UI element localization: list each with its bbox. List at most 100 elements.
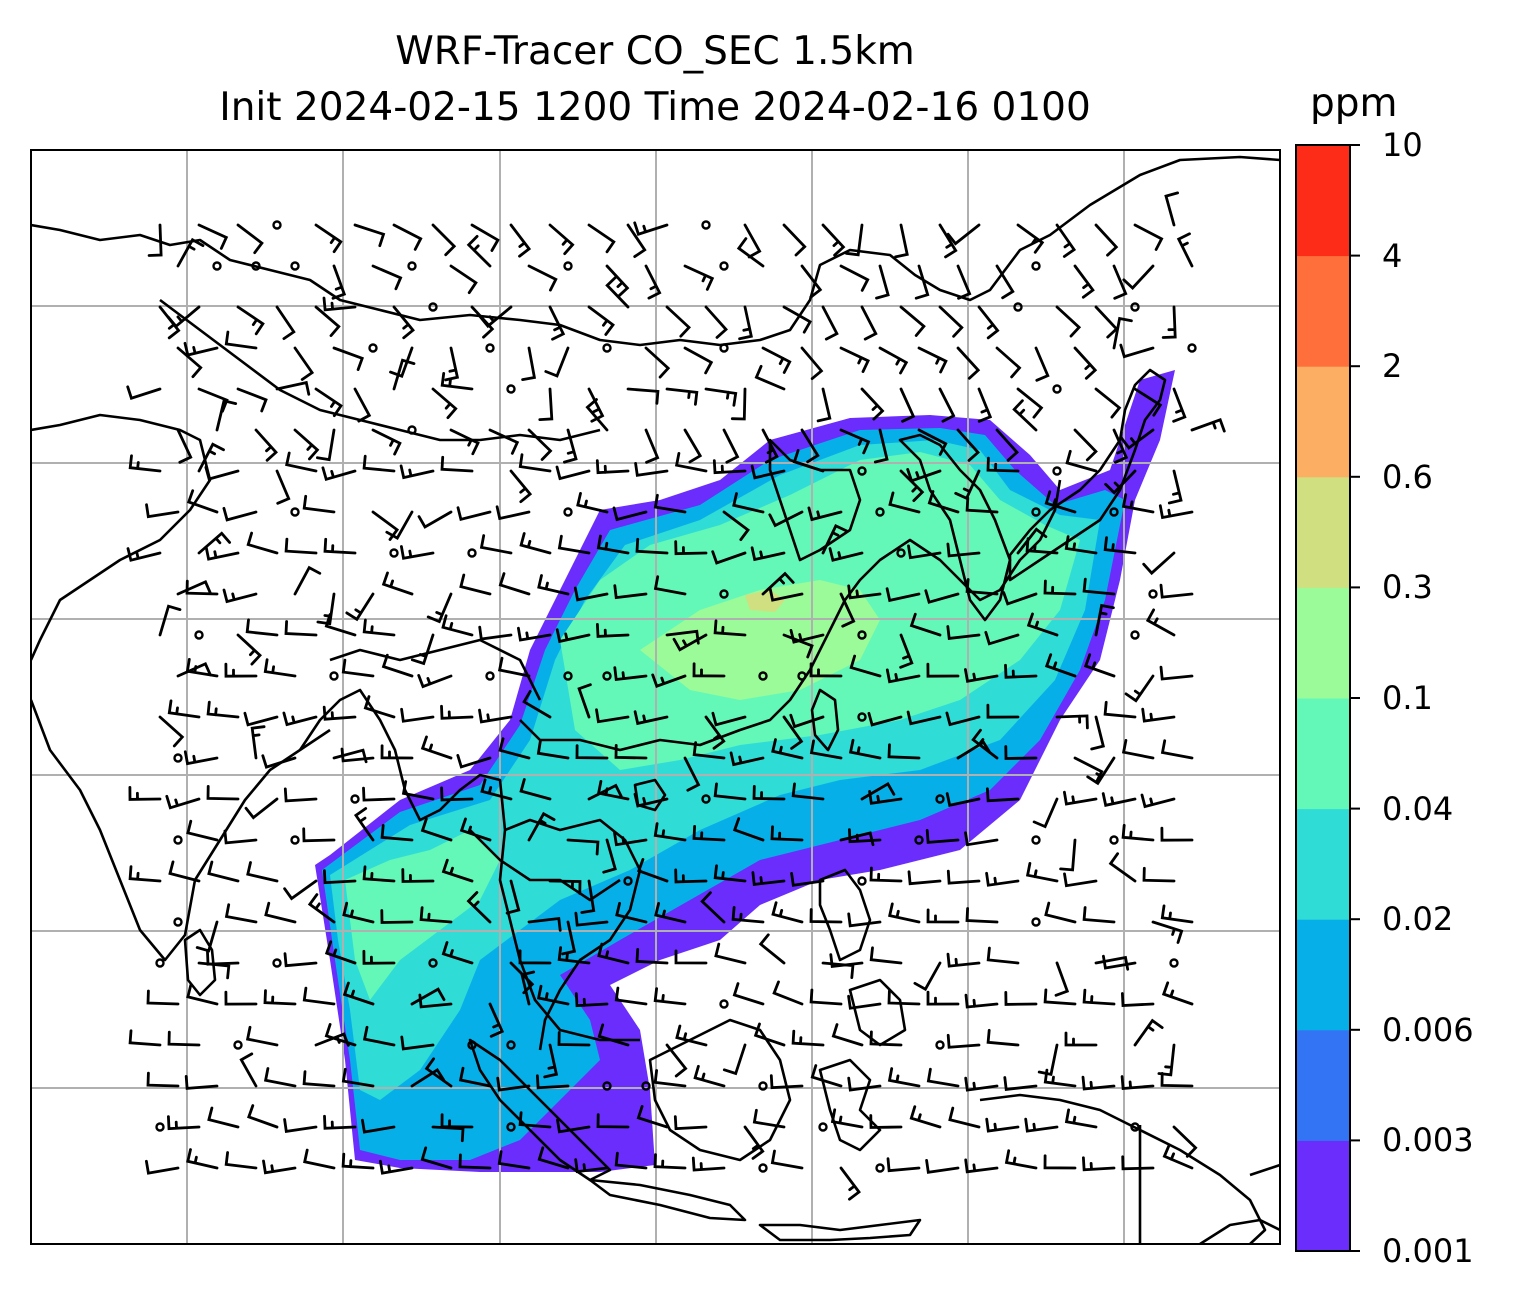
wind-barb <box>644 264 662 300</box>
wind-barb <box>1043 988 1077 1006</box>
wind-barb <box>926 662 960 678</box>
wind-barb <box>314 223 343 254</box>
calm-wind-circle <box>428 302 438 312</box>
wind-barb <box>1043 579 1077 596</box>
wind-barb <box>653 575 687 596</box>
wind-barb <box>948 1106 981 1129</box>
wind-barb <box>722 510 750 541</box>
wind-barb <box>1121 1155 1155 1171</box>
wind-barb <box>887 989 921 1006</box>
wind-barb <box>186 983 219 1006</box>
wind-barb <box>236 305 265 336</box>
wind-barb <box>945 792 981 807</box>
wind-barb <box>839 592 856 628</box>
wind-barb <box>844 223 864 257</box>
wind-barb <box>614 1151 648 1170</box>
wind-barb <box>636 1105 669 1129</box>
wind-barb <box>1024 1117 1059 1133</box>
wind-barb <box>965 496 999 514</box>
wind-barb <box>985 1117 1020 1133</box>
wind-barb <box>722 428 740 464</box>
calm-wind-circle <box>719 999 729 1009</box>
wind-barb <box>1016 527 1048 555</box>
wind-barb <box>704 715 726 750</box>
wind-barb <box>480 778 513 801</box>
wind-barb <box>977 387 993 423</box>
wind-barb <box>886 1157 921 1173</box>
wind-barb <box>165 794 201 810</box>
wind-barb <box>714 942 747 965</box>
wind-barb <box>1004 991 1038 1006</box>
colorbar-tick-label: 0.3 <box>1382 568 1433 607</box>
wind-barb <box>324 940 357 965</box>
wind-barb <box>332 346 364 371</box>
colorbar-tick-label: 0.04 <box>1382 789 1454 828</box>
wind-barb <box>385 510 414 541</box>
calm-wind-circle <box>329 671 339 681</box>
calm-wind-circle <box>506 384 516 394</box>
wind-barb <box>1012 399 1038 432</box>
calm-wind-circle <box>506 1040 516 1050</box>
wind-barb <box>224 662 258 678</box>
wind-barb <box>917 346 948 374</box>
calm-wind-circle <box>173 917 183 927</box>
wind-barb <box>946 952 981 968</box>
wind-barb <box>459 573 492 596</box>
calm-wind-circle <box>701 794 711 804</box>
wind-barb <box>596 623 630 638</box>
wind-barb <box>1159 665 1194 681</box>
wind-barb <box>392 305 415 340</box>
wind-barb <box>341 1067 375 1088</box>
wind-barb <box>1094 387 1122 419</box>
wind-barb <box>555 465 591 481</box>
wind-barb <box>752 785 786 801</box>
wind-barb <box>520 970 536 1006</box>
coast-sulawesi <box>818 1058 882 1152</box>
wind-barb <box>146 1071 180 1088</box>
calm-wind-circle <box>758 1163 768 1173</box>
wind-barb <box>527 811 556 842</box>
calm-wind-circle <box>407 261 417 271</box>
wind-barb <box>197 531 231 555</box>
colorbar-segment <box>1296 919 1350 1031</box>
wind-barb <box>505 879 521 915</box>
wind-barb <box>1083 653 1116 678</box>
wind-barb <box>1158 504 1194 520</box>
wind-barb <box>1142 866 1176 883</box>
wind-barb <box>243 711 279 727</box>
wind-barb <box>761 428 779 464</box>
wind-barb <box>956 264 972 300</box>
wind-barb <box>449 264 478 295</box>
wind-barb <box>847 912 882 928</box>
calm-wind-circle <box>173 753 183 763</box>
wind-barb <box>1103 700 1137 719</box>
wind-barb <box>769 1074 804 1090</box>
wind-barb <box>458 1153 492 1170</box>
wind-barb <box>869 866 903 883</box>
wind-barb <box>615 901 648 924</box>
coast-japan <box>1008 368 1167 582</box>
wind-barb <box>1140 793 1176 809</box>
wind-barb <box>1026 612 1059 637</box>
wind-barb <box>1164 191 1179 227</box>
wind-barb <box>1054 961 1070 997</box>
wind-barb <box>1002 591 1038 606</box>
wind-barb <box>771 738 804 760</box>
wind-barb <box>1044 653 1077 678</box>
coast-australia-north <box>1199 1163 1280 1244</box>
wind-barb <box>1082 577 1116 596</box>
wind-barb <box>1081 1075 1116 1091</box>
wind-barb <box>875 264 890 300</box>
coast-philippines-mindanao <box>848 978 907 1047</box>
wind-barb <box>761 346 792 374</box>
calm-wind-circle <box>1052 384 1062 394</box>
wind-barb <box>324 1023 357 1047</box>
wind-barb <box>964 1076 999 1092</box>
wind-barb <box>399 464 435 480</box>
wind-barb <box>410 633 435 666</box>
calm-wind-circle <box>857 876 867 886</box>
calm-wind-circle <box>857 630 867 640</box>
wind-barb <box>548 879 582 895</box>
wind-barb <box>519 778 552 801</box>
wind-barb <box>536 984 570 1006</box>
